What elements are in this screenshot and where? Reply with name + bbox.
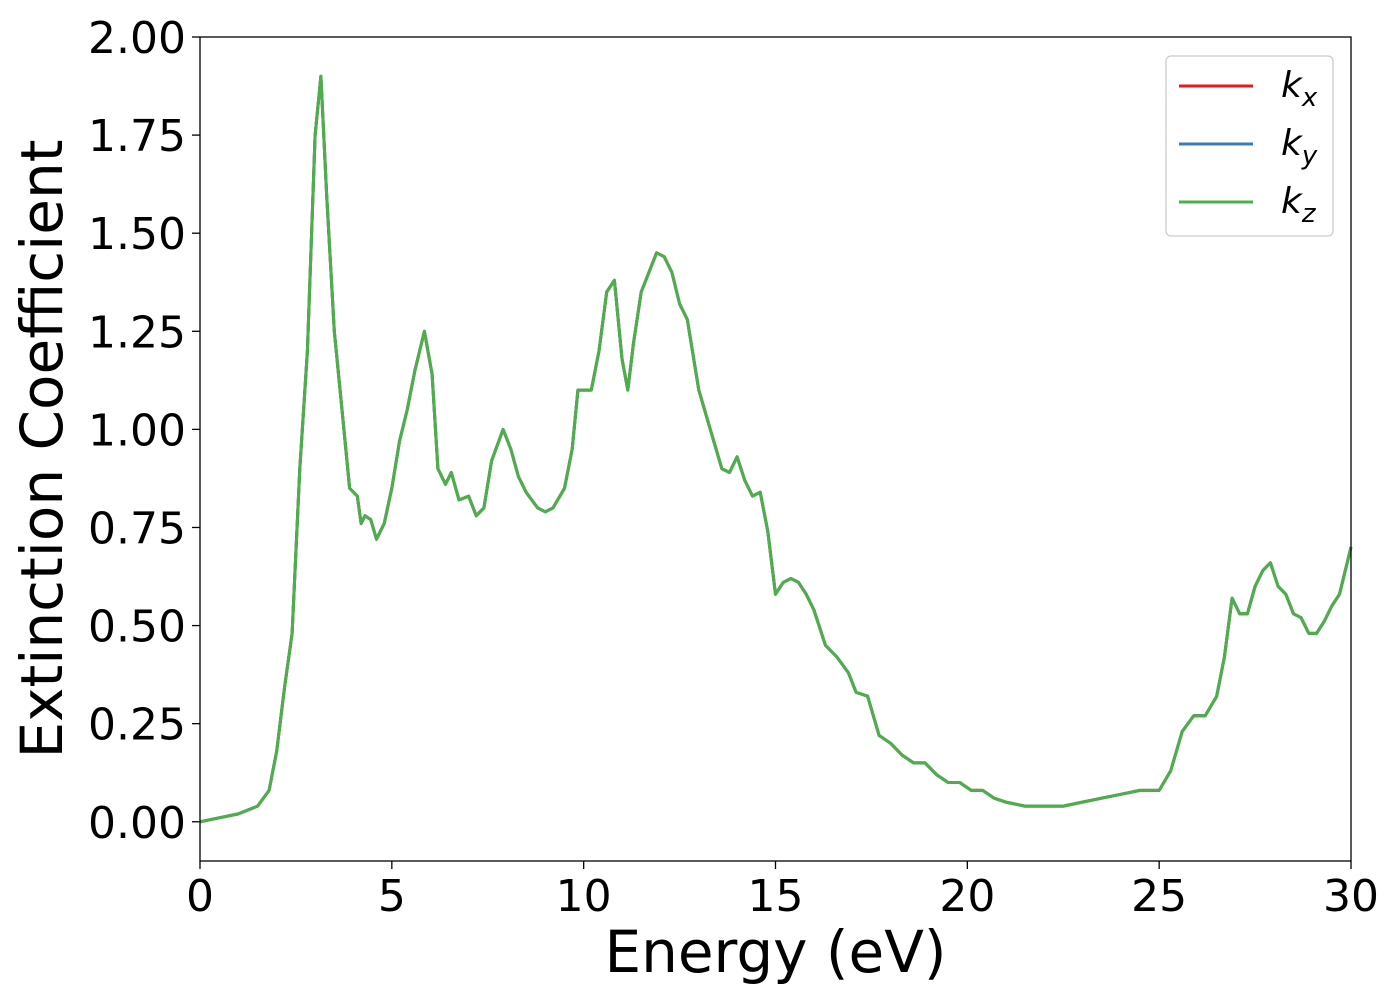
x-tick-label: 30 (1323, 871, 1379, 922)
x-tick-label: 25 (1131, 871, 1187, 922)
y-tick-label: 1.75 (88, 111, 186, 162)
x-tick-label: 20 (939, 871, 995, 922)
y-tick-label: 0.75 (88, 503, 186, 554)
x-tick-label: 10 (556, 871, 612, 922)
series-line-kz (199, 74, 1353, 824)
y-tick-label: 1.00 (88, 405, 186, 456)
ticks-layer: 0 5 10 15 20 25 30 0.00 0.25 0.50 0.75 1.00 1.25 1.50… (88, 13, 1379, 922)
y-tick-label: 1.50 (88, 209, 186, 260)
y-tick-label: 2.00 (88, 13, 186, 64)
x-axis-label: Energy (eV) (604, 918, 946, 986)
x-tick-label: 15 (748, 871, 804, 922)
x-tick-label: 5 (378, 871, 406, 922)
y-axis-label: Extinction Coefficient (8, 140, 76, 759)
y-tick-label: 0.50 (88, 602, 186, 653)
y-tick-label: 0.00 (88, 798, 186, 849)
y-tick-label: 1.25 (88, 307, 186, 358)
x-tick-label: 0 (186, 871, 214, 922)
legend-box (1165, 55, 1334, 237)
y-tick-label: 0.25 (88, 700, 186, 751)
legend-label-ky: ky (1281, 123, 1318, 171)
series-layer (199, 74, 1353, 824)
